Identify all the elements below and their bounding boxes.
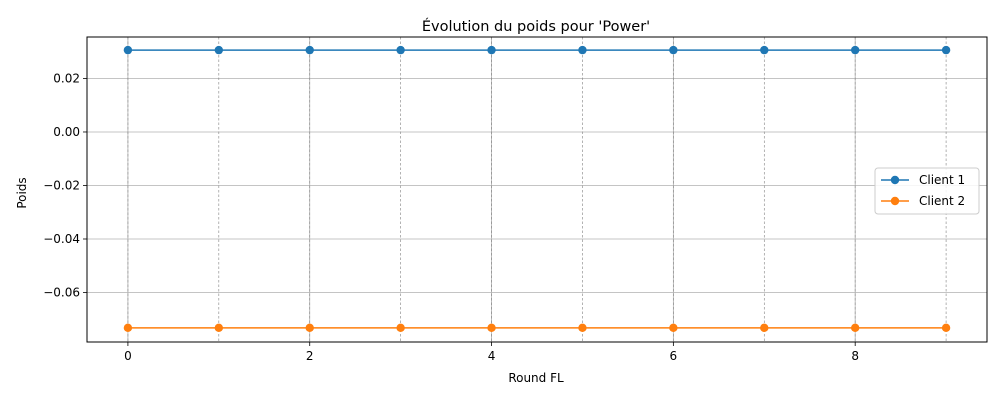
data-point (578, 45, 587, 55)
legend-marker (890, 196, 900, 206)
y-tick-label: −0.02 (43, 178, 80, 192)
y-tick-label: 0.00 (53, 125, 80, 139)
plot-background (87, 37, 987, 342)
y-tick-label: −0.04 (43, 232, 80, 246)
ticks: 0 2 4 6 8 0.02 0.00 −0.02 −0.04 −0.06 (43, 71, 859, 363)
series-layer (123, 45, 951, 333)
grid (87, 37, 987, 342)
x-tick-label: 6 (670, 349, 678, 363)
data-point (760, 323, 769, 333)
y-tick-label: −0.06 (43, 286, 80, 300)
legend-label: Client 1 (919, 173, 965, 187)
data-point (396, 323, 405, 333)
data-point (941, 323, 951, 333)
x-tick-label: 8 (851, 349, 859, 363)
legend-label: Client 2 (919, 194, 965, 208)
data-point (850, 323, 860, 333)
y-tick-label: 0.02 (53, 71, 80, 85)
y-axis-label: Poids (15, 177, 29, 208)
data-point (214, 323, 224, 333)
plot-frame (86, 36, 988, 343)
legend-marker (890, 175, 900, 185)
x-tick-label: 4 (488, 349, 496, 363)
data-point (214, 45, 224, 55)
data-point (305, 323, 314, 333)
data-point (305, 45, 314, 55)
legend: Client 1 Client 2 (874, 167, 980, 215)
data-point (487, 45, 496, 55)
x-axis-label: Round FL (508, 371, 564, 385)
data-point (850, 45, 860, 55)
x-tick-label: 2 (306, 349, 314, 363)
data-point (941, 45, 951, 55)
data-point (396, 45, 405, 55)
data-point (760, 45, 769, 55)
data-point (578, 323, 587, 333)
series-1 (123, 45, 951, 55)
data-point (487, 323, 496, 333)
data-point (123, 323, 133, 333)
data-point (669, 323, 678, 333)
series-2 (123, 323, 951, 333)
data-point (123, 45, 133, 55)
plot-area: 0 2 4 6 8 0.02 0.00 −0.02 −0.04 −0.06 (43, 36, 988, 363)
chart-title: Évolution du poids pour 'Power' (422, 18, 650, 35)
x-tick-label: 0 (124, 349, 132, 363)
data-point (669, 45, 678, 55)
